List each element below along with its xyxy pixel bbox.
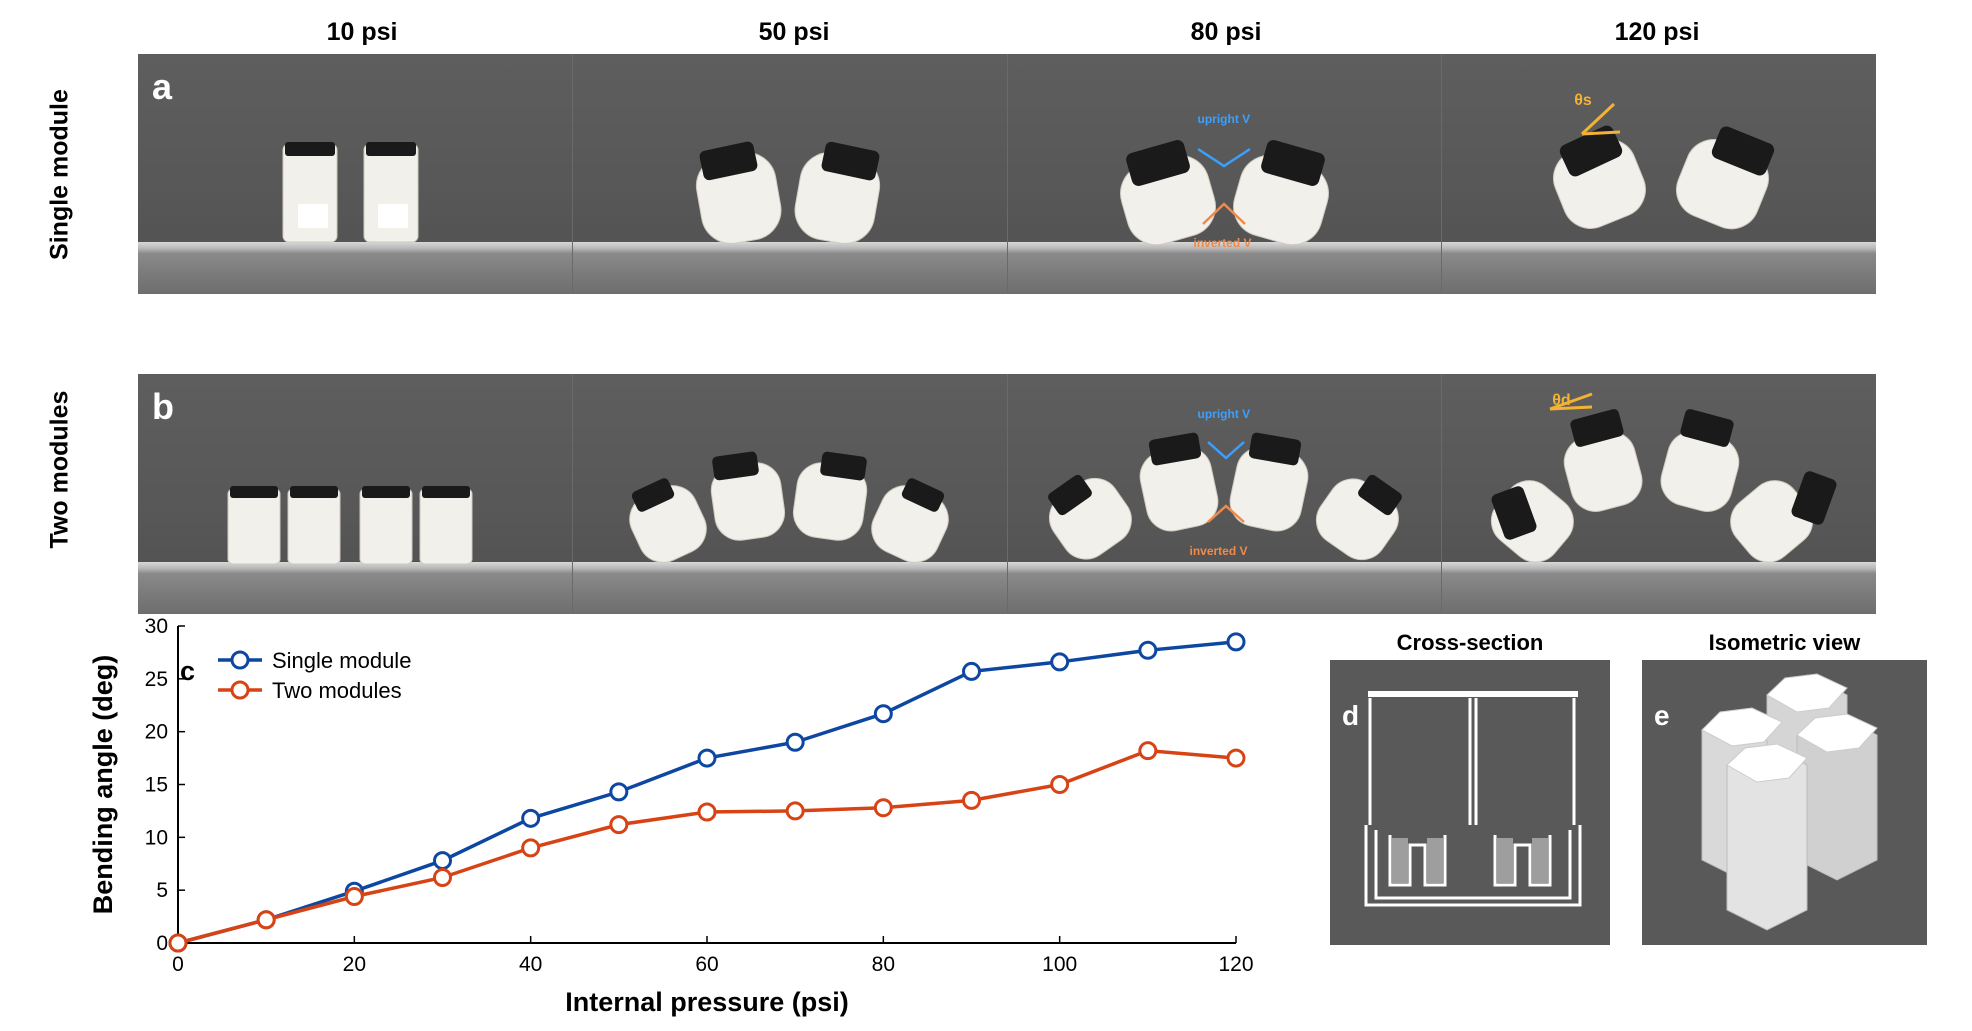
aluminum-rail	[572, 242, 1007, 294]
aluminum-rail	[1442, 562, 1876, 614]
col-header-80psi: 80 psi	[1190, 18, 1262, 46]
row-label-two: Two modules	[45, 390, 74, 549]
data-point	[433, 851, 452, 871]
bending-angle-chart: 0 20 40 60 80 100 120 0 5 10 15 20 25 30 Internal pres…	[88, 615, 1254, 1017]
data-point	[609, 782, 629, 802]
photo-panel-a-10psi: a	[138, 54, 572, 294]
legend-label: Two modules	[272, 678, 402, 703]
data-point	[344, 887, 364, 907]
inverted-v-label: inverted V	[1189, 544, 1248, 558]
cross-section-drawing	[1364, 691, 1582, 907]
aluminum-rail	[572, 562, 1007, 614]
y-tick-label: 5	[156, 879, 168, 902]
col-header-120psi: 120 psi	[1614, 18, 1700, 46]
series-line	[177, 748, 1237, 945]
data-point	[1050, 775, 1070, 794]
robot-module-image	[227, 486, 473, 565]
aluminum-rail	[138, 242, 572, 294]
cross-section-title: Cross-section	[1396, 630, 1544, 655]
theta-d-label: θd	[1552, 392, 1571, 409]
row-label-single: Single module	[45, 89, 74, 260]
robot-module-image	[695, 141, 880, 244]
data-point	[1138, 640, 1158, 660]
data-point	[1138, 741, 1158, 761]
data-point	[697, 802, 717, 822]
isometric-render: e	[1642, 660, 1927, 945]
robot-module-image	[1047, 432, 1402, 561]
photo-panel-b-80psi: upright V inverted V	[1006, 374, 1442, 614]
legend-label: Single module	[272, 648, 411, 673]
data-point	[256, 910, 276, 930]
photo-panel-a-80psi: upright V inverted V	[1006, 54, 1442, 294]
y-tick-label: 15	[145, 774, 168, 797]
robot-module-image	[1553, 102, 1775, 230]
data-point	[521, 838, 541, 858]
x-tick-label: 120	[1218, 953, 1253, 976]
panel-letter-e: e	[1654, 700, 1670, 731]
data-point	[1226, 748, 1246, 768]
x-tick-label: 0	[172, 953, 184, 976]
data-point	[609, 815, 629, 835]
isometric-view-title: Isometric view	[1708, 630, 1861, 655]
legend-marker	[230, 680, 250, 700]
photo-row-two: b upright V inverted V θd	[138, 374, 1876, 614]
inverted-v-label: inverted V	[1193, 236, 1252, 250]
photo-panel-b-10psi: b	[138, 374, 572, 614]
data-point	[168, 933, 188, 953]
panel-letter-a: a	[152, 66, 173, 107]
x-tick-label: 60	[695, 953, 718, 976]
photo-panel-a-120psi: θs	[1441, 54, 1876, 294]
y-axis-label: Bending angle (deg)	[88, 655, 118, 915]
aluminum-rail	[1007, 242, 1442, 294]
data-point	[521, 808, 541, 828]
col-header-10psi: 10 psi	[326, 18, 398, 46]
x-axis-label: Internal pressure (psi)	[565, 987, 849, 1017]
photo-panel-b-50psi	[571, 374, 1007, 614]
photo-panel-a-50psi	[571, 54, 1007, 294]
x-tick-label: 80	[872, 953, 895, 976]
data-point	[1226, 632, 1246, 652]
upright-v-label: upright V	[1197, 407, 1251, 421]
data-point	[785, 732, 805, 752]
data-point	[962, 661, 981, 681]
robot-module-image	[628, 451, 949, 563]
theta-s-label: θs	[1574, 92, 1592, 109]
robot-module-image	[282, 142, 419, 243]
photo-panel-b-120psi: θd	[1441, 374, 1876, 614]
data-point	[785, 801, 805, 821]
data-point	[962, 790, 981, 810]
y-tick-label: 30	[145, 615, 168, 638]
y-tick-label: 10	[145, 826, 168, 849]
col-header-50psi: 50 psi	[758, 18, 830, 46]
robot-module-image	[1119, 140, 1329, 246]
aluminum-rail	[1007, 562, 1442, 614]
x-tick-label: 40	[519, 953, 542, 976]
cross-section-render: d	[1330, 660, 1610, 945]
aluminum-rail	[1442, 242, 1876, 294]
panel-letter-d: d	[1342, 700, 1360, 731]
y-tick-label: 20	[145, 721, 168, 744]
aluminum-rail	[138, 562, 572, 614]
photo-row-single: a upright V inverted V	[138, 54, 1876, 294]
data-point	[1050, 652, 1070, 672]
data-point	[873, 798, 893, 818]
robot-module-image	[1491, 392, 1837, 563]
legend-marker	[230, 650, 250, 670]
upright-v-label: upright V	[1197, 112, 1251, 126]
data-point	[697, 748, 717, 768]
y-tick-label: 0	[156, 932, 168, 955]
panel-letter-c: c	[180, 656, 195, 686]
x-tick-label: 20	[343, 953, 366, 976]
y-tick-label: 25	[145, 668, 168, 691]
data-point	[433, 867, 452, 887]
x-tick-label: 100	[1042, 953, 1077, 976]
panel-letter-b: b	[152, 386, 174, 427]
data-point	[873, 704, 893, 724]
isometric-drawing	[1701, 673, 1878, 931]
